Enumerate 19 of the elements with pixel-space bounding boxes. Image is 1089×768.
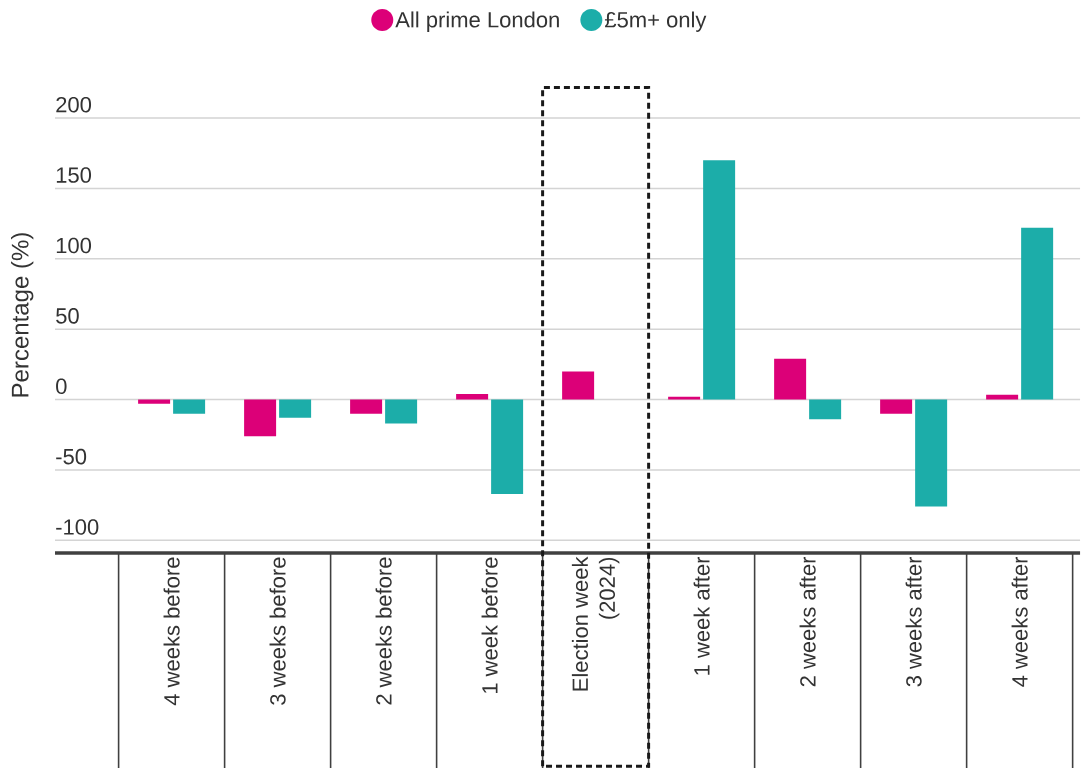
x-tick-label: 4 weeks before — [163, 557, 180, 706]
x-tick-label: 4 weeks after — [1011, 556, 1028, 687]
y-tick-label: 0 — [56, 378, 67, 395]
y-tick-label: 150 — [56, 167, 92, 183]
legend-label: £5m+ only — [604, 11, 707, 32]
y-tick-label: -50 — [56, 448, 87, 465]
x-tick-label: 2 weeks after — [799, 556, 816, 687]
y-tick-label: -100 — [56, 519, 99, 535]
x-tick-label: 3 weeks after — [905, 556, 922, 687]
x-tick-label: 1 week after — [693, 556, 710, 675]
x-tick-label: Election week (2024) — [571, 556, 620, 691]
legend-label: All prime London — [395, 11, 559, 32]
y-tick-label: 200 — [56, 96, 92, 113]
y-tick-label: 100 — [56, 237, 92, 254]
x-tick-label: 2 weeks before — [375, 557, 392, 705]
x-tick-label: 3 weeks before — [269, 557, 286, 705]
x-tick-label: 1 week before — [481, 557, 498, 694]
y-axis-title: Percentage (%) — [11, 233, 34, 397]
y-tick-label: 50 — [56, 308, 79, 324]
